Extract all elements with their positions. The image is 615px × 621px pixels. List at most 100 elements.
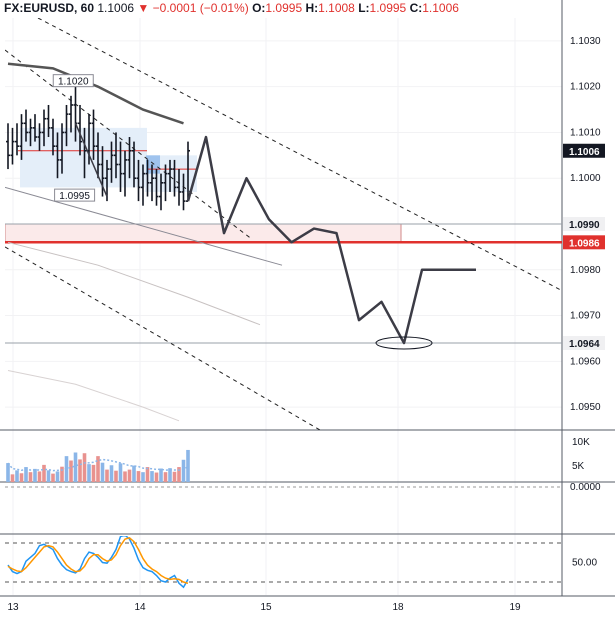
y-axis-tick-label: 1.1010	[570, 127, 601, 138]
x-axis-tick-label: 15	[260, 602, 272, 613]
moving-average-line	[7, 62, 184, 125]
y-axis-tick-label: 1.1020	[570, 82, 601, 93]
volume-bar	[123, 471, 127, 482]
projection-path	[186, 135, 476, 345]
volume-bar	[60, 466, 64, 482]
volume-tick-label: 5K	[572, 461, 585, 472]
moving-average-line	[7, 369, 180, 422]
target-ellipse	[375, 336, 433, 350]
volume-ma-line	[7, 458, 189, 472]
ohlc-bar	[100, 146, 105, 197]
ohlc-bar	[19, 114, 24, 160]
ohlc-bar	[51, 118, 55, 156]
price-tag	[563, 217, 605, 231]
volume-bar	[6, 463, 10, 482]
volume-bar	[37, 471, 42, 482]
moving-average-line	[7, 241, 261, 326]
price-tag-label: 1.1006	[569, 147, 600, 158]
down-triangle-icon: ▼	[137, 1, 150, 15]
volume-bar	[114, 470, 118, 482]
volume-bar	[132, 465, 136, 482]
low-value: 1.0995	[369, 1, 407, 15]
volume-bar	[172, 471, 177, 482]
arrow-line	[74, 122, 108, 197]
x-axis-tick-label: 13	[7, 602, 19, 613]
volume-bar	[100, 462, 105, 482]
ohlc-bar	[24, 109, 28, 142]
y-axis-tick-label: 1.0970	[570, 311, 601, 322]
last-price: 1.1006	[97, 1, 135, 15]
ohlc-bar	[6, 123, 10, 170]
volume-bar	[136, 471, 141, 482]
ohlc-bar	[28, 118, 33, 147]
annotation-label: 1.1020	[58, 77, 89, 88]
volume-bar	[82, 453, 87, 482]
ohlc-bar	[123, 150, 127, 197]
symbol-title[interactable]: FX:EURUSD, 60	[4, 1, 95, 15]
volume-bar	[33, 468, 37, 482]
ohlc-bar	[145, 159, 150, 197]
price-pane	[5, 18, 562, 430]
volume-bar	[96, 456, 100, 482]
volume-bar	[181, 459, 186, 482]
ohlc-bar	[42, 109, 46, 147]
volume-bar	[24, 467, 28, 482]
annotation-box	[52, 74, 94, 88]
ohlc-bar	[118, 141, 123, 192]
ohlc-bar	[172, 159, 177, 197]
volume-bar	[168, 468, 172, 482]
price-tag	[563, 336, 605, 351]
x-axis-tick-label: 14	[134, 602, 146, 613]
volume-profile-box	[20, 127, 147, 188]
volume-bar	[19, 473, 24, 482]
ohlc-bar	[109, 141, 114, 183]
volume-bar	[69, 460, 73, 482]
y-axis-tick-label: 1.0960	[570, 356, 601, 367]
ohlc-bar	[46, 104, 51, 138]
open-label: O:	[252, 1, 266, 15]
stochastic-k-line	[7, 536, 189, 589]
volume-bar	[186, 449, 190, 482]
volume-tick-label: 10K	[572, 437, 590, 448]
volume-bar	[87, 464, 91, 482]
y-axis-tick-label: 1.0950	[570, 402, 601, 413]
volume-bar	[150, 471, 154, 482]
ohlc-bar	[64, 104, 69, 147]
channel-middle-line	[5, 49, 251, 239]
ohlc-bar	[10, 127, 15, 165]
price-tag	[563, 235, 605, 250]
ohlc-bar	[168, 159, 172, 192]
high-value: 1.1008	[318, 1, 355, 15]
ohlc-bar	[181, 173, 186, 211]
volume-bar	[154, 472, 159, 482]
histogram-pane	[5, 486, 562, 488]
ohlc-bar	[163, 164, 168, 202]
high-label: H:	[305, 1, 319, 15]
volume-bar	[78, 459, 82, 482]
ohlc-bar	[114, 132, 118, 179]
ohlc-bar	[177, 169, 181, 206]
volume-bar	[55, 471, 60, 482]
volume-bar	[127, 469, 132, 482]
chart-header: FX:EURUSD, 60 1.1006 ▼ −0.0001 (−0.01%) …	[4, 1, 459, 15]
ohlc-bar	[96, 132, 100, 179]
volume-bar	[109, 465, 114, 482]
open-value: 1.0995	[265, 1, 303, 15]
ohlc-bar	[55, 132, 60, 179]
trend-line	[5, 186, 283, 266]
close-value: 1.1006	[422, 1, 459, 15]
x-axis-tick-label: 19	[509, 602, 521, 613]
close-label: C:	[409, 1, 423, 15]
volume-bar	[91, 464, 96, 482]
volume-bar	[177, 467, 181, 482]
oscillator-pane	[5, 536, 562, 589]
price-tag	[563, 143, 605, 158]
volume-bar	[73, 452, 78, 482]
y-axis-tick-label: 1.1030	[570, 36, 601, 47]
price-tag-label: 1.0964	[569, 339, 600, 350]
ohlc-bar	[186, 141, 190, 202]
ohlc-bar	[15, 123, 19, 156]
volume-bar	[15, 470, 19, 482]
ohlc-bar	[91, 109, 96, 160]
